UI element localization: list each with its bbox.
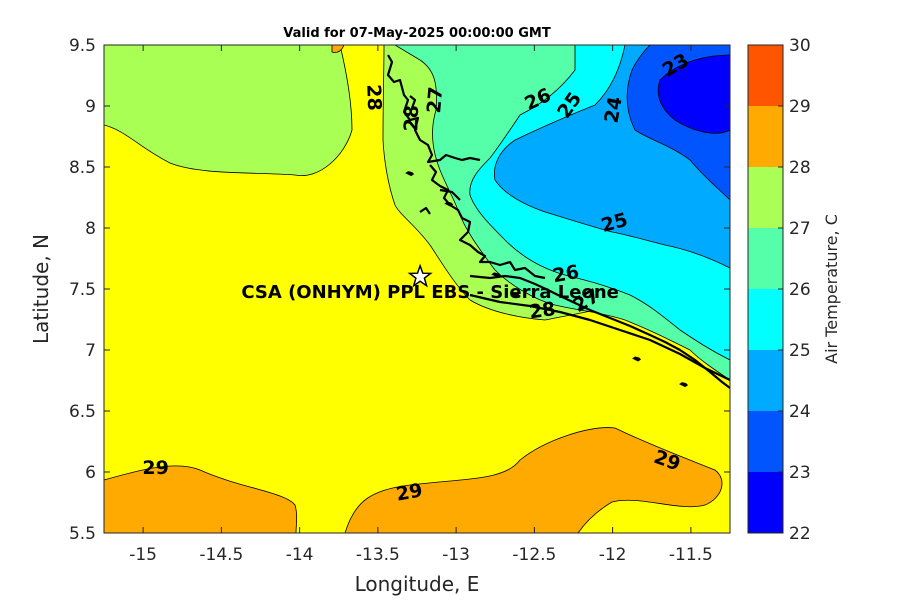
y-tick-label: 5.5 [69, 524, 96, 544]
coastline-islands [405, 171, 689, 388]
x-tick-label: -11.5 [669, 545, 713, 565]
x-tick-label: -12.5 [512, 545, 556, 565]
colorbar: 22 23 24 25 26 27 28 29 30 [747, 36, 811, 544]
x-tick-label: -15 [129, 545, 157, 565]
y-tick-label: 8 [85, 219, 96, 239]
colorbar-tick-label: 28 [789, 158, 811, 178]
x-axis-title: Longitude, E [355, 572, 480, 596]
contour-label: 28 [362, 84, 385, 111]
y-axis-title: Latitude, N [29, 234, 53, 344]
x-tick-label: -13 [442, 545, 470, 565]
colorbar-title: Air Temperature, C [822, 214, 841, 364]
y-tick-label: 6.5 [69, 402, 96, 422]
colorbar-segment-top [748, 45, 783, 106]
island-shape [511, 293, 521, 299]
colorbar-tick-label: 26 [789, 280, 811, 300]
y-tick-label: 9 [85, 97, 96, 117]
contour-label: 24 [600, 95, 626, 125]
contour-label: 29 [142, 457, 168, 479]
x-axis-ticks: -15 -14.5 -14 -13.5 -13 -12.5 -12 -11.5 [129, 45, 713, 565]
band-29-30-southeast [344, 427, 723, 533]
colorbar-segment [748, 472, 783, 533]
island-shape [444, 201, 454, 207]
colorbar-tick-label: 29 [789, 97, 811, 117]
y-tick-label: 7 [85, 341, 96, 361]
contour-label: 28 [400, 105, 423, 132]
y-tick-label: 6 [85, 463, 96, 483]
colorbar-segment [748, 106, 783, 167]
colorbar-segment [748, 411, 783, 472]
contour-label: 27 [423, 86, 447, 114]
colorbar-segment [748, 289, 783, 350]
x-tick-label: -14.5 [199, 545, 243, 565]
station-marker [407, 263, 433, 288]
coastline [386, 54, 730, 389]
y-axis-ticks: 5.5 6 6.5 7 7.5 8 8.5 9 9.5 [69, 36, 730, 544]
island-shape [632, 356, 642, 362]
island-shape [405, 171, 415, 177]
band-22-23 [657, 54, 730, 134]
band-29-30-west [104, 465, 298, 533]
contour-label: 29 [394, 479, 424, 505]
y-tick-label: 7.5 [69, 280, 96, 300]
colorbar-segment [748, 167, 783, 228]
colorbar-tick-label: 27 [789, 219, 811, 239]
island-shape [491, 272, 501, 278]
y-tick-label: 8.5 [69, 158, 96, 178]
x-tick-label: -13.5 [356, 545, 400, 565]
y-tick-label: 9.5 [69, 36, 96, 56]
colorbar-tick-label: 24 [789, 402, 811, 422]
colorbar-tick-label: 25 [789, 341, 811, 361]
colorbar-tick-label: 30 [789, 36, 811, 56]
x-tick-label: -12 [599, 545, 627, 565]
contour-label: 26 [551, 261, 581, 287]
colorbar-segment [748, 228, 783, 289]
x-tick-label: -14 [286, 545, 314, 565]
colorbar-tick-label: 23 [789, 463, 811, 483]
colorbar-tick-label: 22 [789, 524, 811, 544]
colorbar-segment [748, 350, 783, 411]
station-star-icon [407, 263, 433, 288]
temperature-contour-field [104, 45, 730, 533]
island-shape [679, 382, 689, 388]
plot-title: Valid for 07-May-2025 00:00:00 GMT [283, 26, 551, 41]
band-27-28-west [104, 45, 353, 177]
contour-label: 28 [528, 298, 557, 323]
station-label: CSA (ONHYM) PPL EBS - Sierra Leone [241, 282, 618, 303]
